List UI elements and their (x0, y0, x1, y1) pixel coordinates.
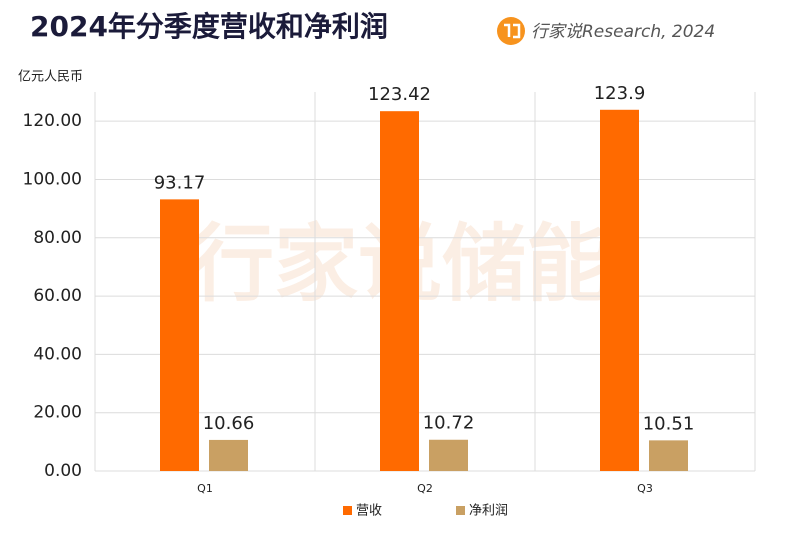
y-tick-label: 80.00 (33, 228, 82, 248)
y-axis-label: 亿元人民币 (18, 70, 83, 85)
y-tick-label: 60.00 (33, 286, 82, 306)
bar (429, 439, 468, 471)
data-label: 123.42 (368, 84, 431, 105)
bar (649, 440, 688, 471)
bar (209, 439, 248, 471)
x-tick-label: Q2 (417, 482, 433, 495)
chart-title: 2024年分季度营收和净利润 (30, 10, 388, 43)
data-label: 93.17 (154, 172, 206, 193)
data-label: 10.66 (203, 413, 255, 434)
x-tick-label: Q3 (637, 482, 653, 495)
legend-swatch (343, 506, 352, 515)
data-label: 123.9 (594, 83, 646, 104)
logo-glyph (504, 23, 521, 39)
source: 行家说Research, 2024 (531, 22, 715, 42)
y-tick-label: 100.00 (23, 169, 82, 189)
bar (160, 199, 199, 472)
y-tick-label: 0.00 (44, 461, 82, 481)
data-label: 10.51 (643, 413, 695, 434)
logo (497, 17, 525, 45)
legend-swatch (456, 506, 465, 515)
y-tick-label: 120.00 (23, 111, 82, 131)
x-tick-label: Q1 (197, 482, 213, 495)
legend-label: 营收 (356, 504, 382, 519)
legend-label: 净利润 (469, 504, 508, 519)
data-label: 10.72 (423, 413, 475, 434)
bar (380, 111, 419, 471)
y-tick-label: 40.00 (33, 344, 82, 364)
bar (600, 109, 639, 471)
y-tick-label: 20.00 (33, 403, 82, 423)
